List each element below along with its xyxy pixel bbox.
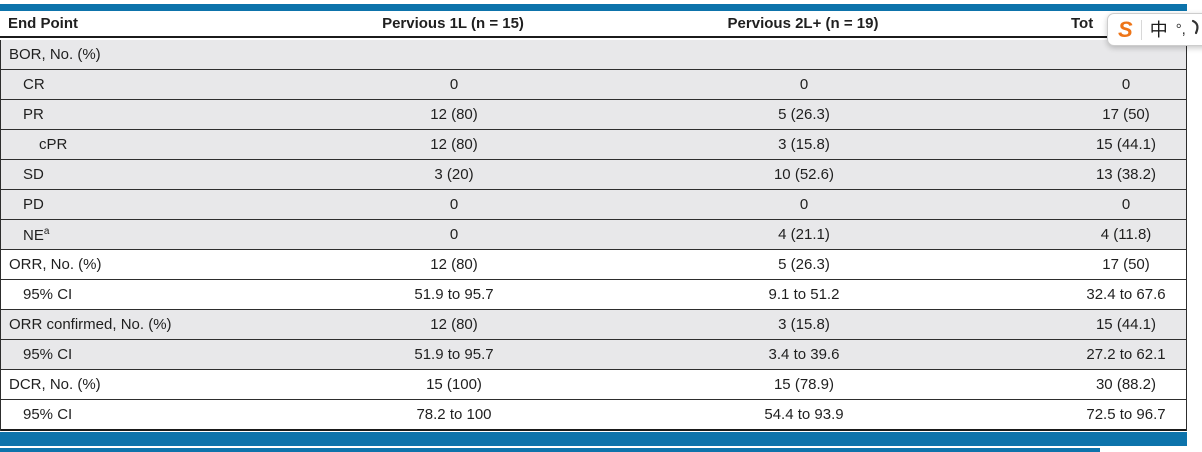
cell-value: 3.4 to 39.6 (768, 346, 840, 363)
clipped-edge-icon[interactable] (1191, 19, 1201, 40)
column-header-total-truncated: Tot (1071, 15, 1094, 32)
row-label: 95% CI (23, 286, 73, 303)
table-row: DCR, No. (%) 15 (100) 15 (78.9) 30 (88.2) (1, 370, 1186, 400)
row-label: PD (23, 196, 44, 213)
cell-value: 30 (88.2) (1095, 376, 1157, 393)
table-header-row: End Point Pervious 1L (n = 15) Pervious … (0, 11, 1187, 38)
cell-value: 4 (11.8) (1100, 226, 1152, 243)
row-label: ORR, No. (%) (9, 256, 102, 273)
column-header-endpoint: End Point (8, 15, 78, 32)
cell-value: 12 (80) (430, 256, 478, 273)
cell-value: 13 (38.2) (1095, 166, 1157, 183)
cell-value: 3 (15.8) (778, 136, 830, 153)
cell-value: 12 (80) (430, 136, 478, 153)
cell-value: 15 (44.1) (1095, 316, 1157, 333)
table-row: 95% CI 51.9 to 95.7 9.1 to 51.2 32.4 to 67.… (1, 280, 1186, 310)
table-row: 95% CI 78.2 to 100 54.4 to 93.9 72.5 to 96.… (1, 400, 1186, 431)
extension-logo-s-icon[interactable]: S (1118, 16, 1133, 42)
cell-value: 5 (26.3) (778, 256, 830, 273)
next-table-top-rule (0, 448, 1100, 452)
cell-value: 0 (449, 196, 459, 213)
cell-value: 12 (80) (430, 106, 478, 123)
cell-value: 54.4 to 93.9 (764, 406, 844, 423)
cell-value: 0 (449, 226, 459, 243)
cell-value: 12 (80) (430, 316, 478, 333)
cell-value: 15 (100) (426, 376, 482, 393)
cell-value: 17 (50) (1102, 106, 1150, 123)
cell-value: 51.9 to 95.7 (414, 286, 494, 303)
extension-toolbar-popup[interactable]: S 中 °, (1107, 13, 1202, 46)
cell-value: 15 (44.1) (1095, 136, 1157, 153)
table-body: BOR, No. (%) CR 0 0 0 PR 12 (80) 5 (26.3) 17 (50… (0, 40, 1187, 431)
partial-icon[interactable]: °, (1175, 21, 1186, 38)
table-row: PR 12 (80) 5 (26.3) 17 (50) (1, 100, 1186, 130)
cell-value: 3 (15.8) (778, 316, 830, 333)
cell-value: 17 (50) (1102, 256, 1150, 273)
column-header-pervious-1l: Pervious 1L (n = 15) (382, 15, 524, 32)
popup-divider (1140, 19, 1142, 40)
row-label: DCR, No. (%) (9, 376, 101, 393)
cell-value: 0 (1121, 196, 1131, 213)
table-row: cPR 12 (80) 3 (15.8) 15 (44.1) (1, 130, 1186, 160)
cell-value: 0 (799, 76, 809, 93)
table-row: ORR, No. (%) 12 (80) 5 (26.3) 17 (50) (1, 250, 1186, 280)
row-label: ORR confirmed, No. (%) (9, 316, 172, 333)
row-label: CR (23, 76, 45, 93)
cell-value: 9.1 to 51.2 (768, 286, 840, 303)
cell-value: 3 (20) (434, 166, 474, 183)
cell-value: 0 (1121, 76, 1131, 93)
row-label: SD (23, 166, 44, 183)
cell-value: 15 (78.9) (773, 376, 835, 393)
table-row: NEa 0 4 (21.1) 4 (11.8) (1, 220, 1186, 250)
cell-value: 72.5 to 96.7 (1086, 406, 1166, 423)
row-label: PR (23, 106, 44, 123)
cell-value: 27.2 to 62.1 (1086, 346, 1166, 363)
row-label: 95% CI (23, 406, 73, 423)
cell-value: 32.4 to 67.6 (1086, 286, 1166, 303)
footnote-marker: a (43, 225, 50, 237)
cell-value: 51.9 to 95.7 (414, 346, 494, 363)
column-header-pervious-2l: Pervious 2L+ (n = 19) (727, 15, 879, 32)
cell-value: 5 (26.3) (778, 106, 830, 123)
table-row: SD 3 (20) 10 (52.6) 13 (38.2) (1, 160, 1186, 190)
translate-chinese-icon[interactable]: 中 (1149, 19, 1168, 40)
table-row: BOR, No. (%) (1, 40, 1186, 70)
cell-value: 4 (21.1) (778, 226, 830, 243)
table-row: ORR confirmed, No. (%) 12 (80) 3 (15.8) 15 … (1, 310, 1186, 340)
cell-value: 10 (52.6) (773, 166, 835, 183)
cell-value: 0 (799, 196, 809, 213)
row-label: cPR (39, 136, 68, 153)
cell-value: 0 (449, 76, 459, 93)
table-row: CR 0 0 0 (1, 70, 1186, 100)
cell-value: 78.2 to 100 (416, 406, 492, 423)
row-label: NEa (23, 225, 50, 244)
row-label: 95% CI (23, 346, 73, 363)
table-row: PD 0 0 0 (1, 190, 1186, 220)
table-row: 95% CI 51.9 to 95.7 3.4 to 39.6 27.2 to 62.… (1, 340, 1186, 370)
table-bottom-rule (0, 432, 1187, 446)
row-label: BOR, No. (%) (9, 46, 101, 63)
table-top-rule (0, 4, 1187, 11)
